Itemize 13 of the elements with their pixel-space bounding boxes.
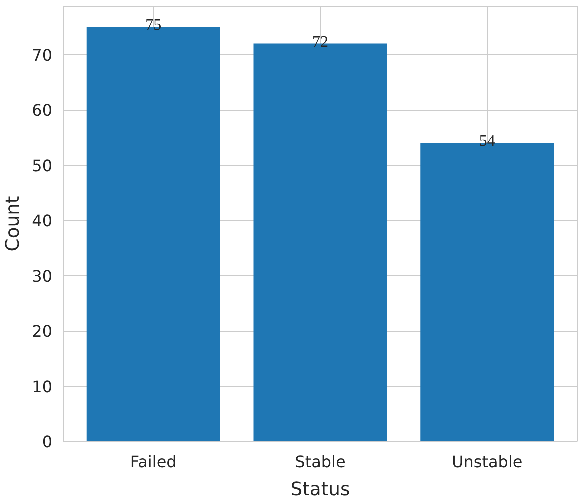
y-tick-label: 20 (32, 322, 52, 342)
y-tick-label: 40 (32, 212, 52, 231)
y-tick-label: 70 (32, 46, 52, 65)
y-tick-label: 50 (32, 156, 52, 176)
y-tick-label: 10 (32, 377, 52, 396)
y-tick-label: 0 (42, 432, 53, 452)
x-tick-label: Unstable (452, 452, 523, 472)
y-axis-title: Count (3, 196, 24, 252)
y-tick-label: 30 (32, 266, 52, 286)
x-axis-title: Status (290, 480, 350, 500)
x-tick-label: Stable (295, 452, 346, 472)
y-tick-label: 60 (32, 101, 52, 120)
x-tick-label: Failed (130, 452, 177, 472)
